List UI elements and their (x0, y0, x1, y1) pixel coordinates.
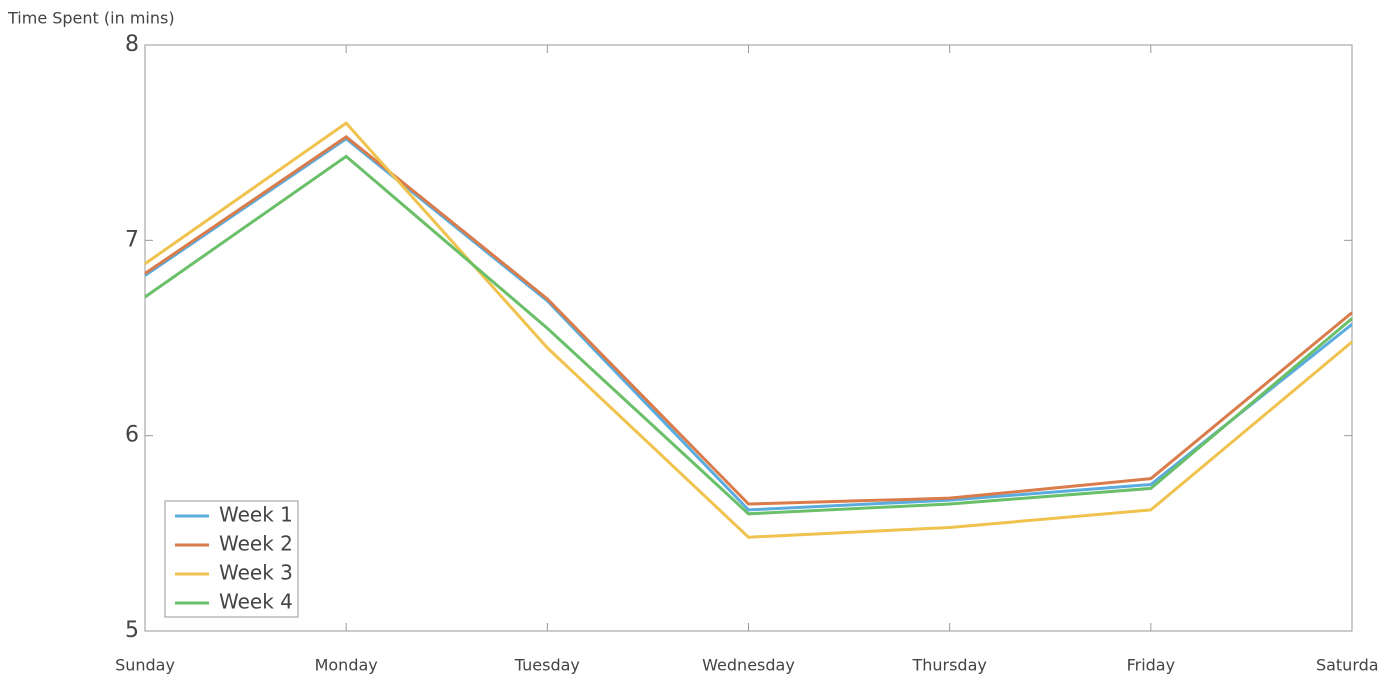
y-tick-label: 8 (125, 32, 139, 57)
x-tick-label: Sunday (115, 656, 175, 675)
legend-label: Week 4 (219, 590, 293, 614)
series-line (144, 121, 1353, 539)
legend-box (164, 500, 299, 618)
x-tick-label: Friday (1127, 656, 1176, 675)
series-line (144, 136, 1353, 512)
chart-title: Time Spent (in mins) (7, 9, 175, 28)
x-tick-label: Tuesday (514, 656, 580, 675)
legend-label: Week 2 (219, 532, 293, 556)
series-line (144, 134, 1353, 506)
y-tick-label: 5 (125, 618, 139, 643)
legend-label: Week 1 (219, 503, 293, 527)
x-tick-label: Wednesday (702, 656, 795, 675)
x-tick-label: Thursday (911, 656, 986, 675)
series-line (144, 154, 1353, 516)
legend-label: Week 3 (219, 561, 293, 585)
y-tick-label: 6 (125, 423, 139, 448)
y-tick-label: 7 (125, 227, 139, 252)
x-tick-label: Saturday (1316, 656, 1379, 675)
plot-frame (144, 44, 1353, 632)
x-tick-label: Monday (315, 656, 378, 675)
